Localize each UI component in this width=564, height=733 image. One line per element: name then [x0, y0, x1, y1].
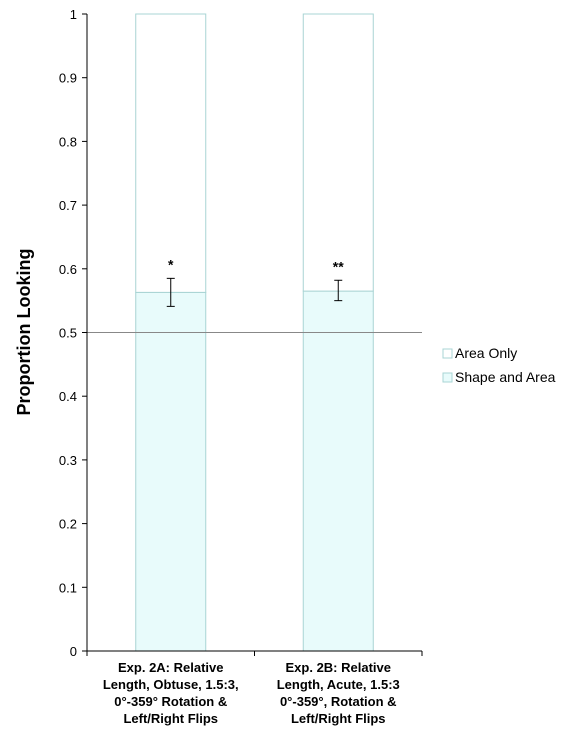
error-bar-1	[166, 277, 175, 307]
error-bar-2	[334, 279, 343, 302]
category-labels: Exp. 2A: Relative Length, Obtuse, 1.5:3, 0…	[103, 660, 400, 726]
y-tick-label: 0	[70, 644, 77, 659]
legend: Area Only Shape and Area	[442, 345, 556, 385]
y-axis: 0 0.1 0.2 0.3 0.4 0.5 0.6 0.7 0.8 0.9 1	[59, 7, 423, 659]
significance-marker-1: *	[168, 256, 174, 272]
bar-area-only-2	[302, 13, 374, 292]
y-axis-title: Proportion Looking	[14, 249, 34, 416]
error-bars-layer: * **	[166, 256, 344, 307]
y-tick-label: 0.5	[59, 326, 77, 341]
legend-entry-1: Area Only	[442, 345, 517, 361]
category-label-1: Exp. 2A: Relative Length, Obtuse, 1.5:3, 0…	[103, 660, 239, 726]
legend-label: Area Only	[455, 345, 517, 361]
legend-entry-2: Shape and Area	[442, 369, 556, 385]
significance-marker-2: **	[333, 258, 344, 274]
bar-area-only-1	[135, 13, 207, 293]
legend-swatch	[442, 372, 453, 383]
y-tick-label: 0.3	[59, 453, 77, 468]
category-label-2: Exp. 2B: Relative Length, Acute, 1.5:3 0°-…	[277, 660, 400, 726]
y-tick-label: 0.9	[59, 71, 77, 86]
y-tick-label: 0.2	[59, 517, 77, 532]
y-tick-label: 0.1	[59, 580, 77, 595]
y-tick-label: 0.4	[59, 389, 77, 404]
y-tick-label: 0.6	[59, 262, 77, 277]
legend-label: Shape and Area	[455, 369, 556, 385]
y-tick-label: 0.8	[59, 134, 77, 149]
legend-swatch	[442, 348, 453, 359]
y-tick-label: 0.7	[59, 198, 77, 213]
bar-shape-and-area-1	[135, 291, 207, 652]
y-tick-label: 1	[70, 7, 77, 22]
bar-shape-and-area-2	[302, 290, 374, 652]
